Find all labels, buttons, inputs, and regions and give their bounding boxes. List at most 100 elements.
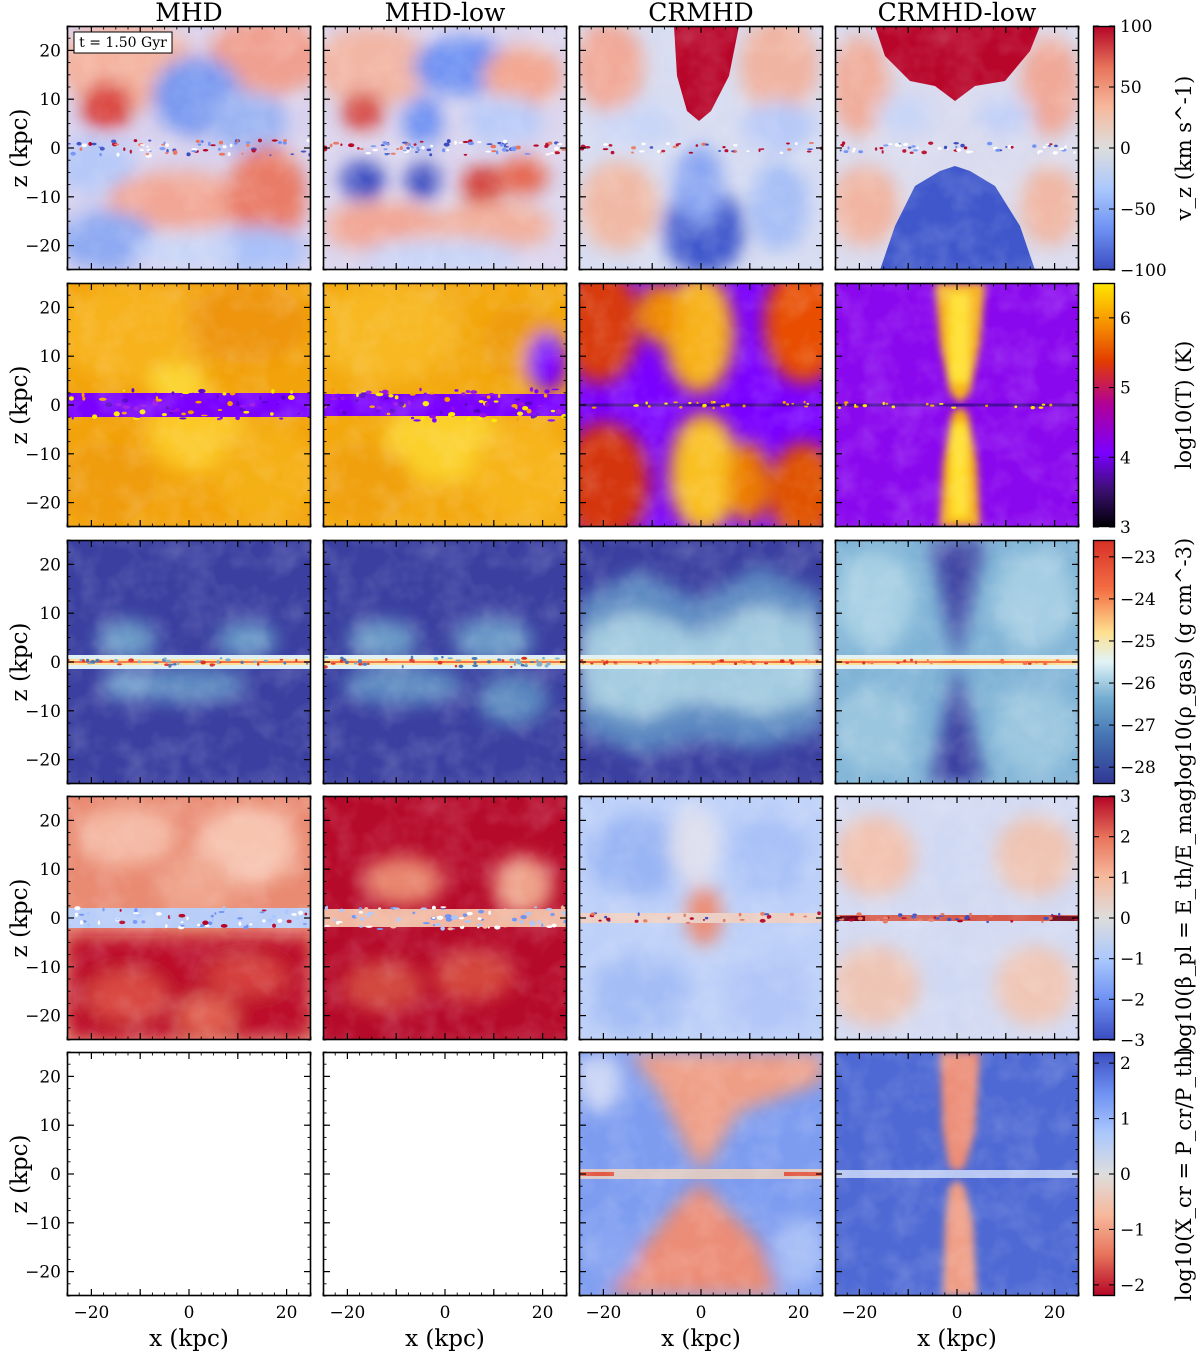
panel: −20 0 20 x (kpc): [578, 1051, 824, 1352]
colorbar-frame: [1092, 282, 1116, 528]
panel: [578, 795, 824, 1041]
y-axis-label: z (kpc): [7, 1135, 33, 1214]
y-axis-label: z (kpc): [7, 879, 33, 958]
colorbar-tick-label: −26: [1120, 674, 1156, 694]
panel-ticks: [322, 282, 568, 528]
x-axis-label: x (kpc): [149, 1326, 229, 1352]
y-tick-label: 20: [39, 1067, 61, 1087]
y-tick-label: 10: [39, 604, 61, 624]
colorbar-label: log10(ρ_gas) (g cm^-3): [1172, 538, 1196, 786]
panel-image: [67, 1052, 311, 1296]
colorbar-label: log10(X_cr = P_cr/P_th): [1172, 1047, 1196, 1301]
panel: [322, 795, 568, 1041]
colorbar-tick-label: −24: [1120, 590, 1156, 610]
panel: [834, 795, 1080, 1041]
x-tick-label: −20: [329, 1303, 365, 1323]
panel-ticks: [578, 1051, 824, 1297]
y-tick-label: −10: [25, 188, 61, 208]
panel: 20 10 0 −10 −20 z (kpc) t = 1.50 Gyr: [7, 25, 312, 271]
colorbar-tick-label: −1: [1120, 950, 1145, 970]
panel: −20 0 20 x (kpc): [322, 1051, 568, 1352]
y-tick-label: 20: [39, 811, 61, 831]
panel-ticks: [834, 282, 1080, 528]
colorbar-tick-label: −28: [1120, 758, 1156, 778]
panel-ticks: [834, 795, 1080, 1041]
panel-image: [835, 540, 1079, 784]
panel: [322, 25, 568, 271]
colorbar-tick-label: 1: [1120, 1110, 1131, 1130]
colorbar-gradient: [1093, 540, 1115, 784]
panel: 20 10 0 −10 −20 z (kpc): [7, 282, 312, 528]
colorbar: −23 −24 −25 −26 −27 −28 log10(ρ_gas) (g cm^-3): [1092, 538, 1196, 786]
colorbar-tick-label: 0: [1120, 1165, 1131, 1185]
y-tick-label: 0: [50, 396, 61, 416]
panel-image: [579, 796, 823, 1040]
colorbar-tick-label: −3: [1120, 1031, 1145, 1051]
panel-ticks: [834, 539, 1080, 785]
panel-image: [323, 540, 567, 784]
panel: [322, 539, 568, 785]
colorbar-tick-label: 3: [1120, 518, 1131, 538]
y-tick-label: −10: [25, 702, 61, 722]
colorbar-tick-label: −100: [1120, 261, 1167, 281]
colorbar: 6 5 4 3 log10(T) (K): [1092, 282, 1196, 538]
panel-image: [835, 1052, 1079, 1296]
y-tick-label: 20: [39, 298, 61, 318]
time-label: t = 1.50 Gyr: [79, 35, 167, 51]
column-title: CRMHD-low: [878, 0, 1037, 27]
colorbar-tick-label: −23: [1120, 548, 1156, 568]
panel-ticks: [834, 1051, 1080, 1297]
colorbar-tick-label: 0: [1120, 909, 1131, 929]
panel: −20 0 20 x (kpc): [834, 1051, 1080, 1352]
colorbar-tick-label: 3: [1120, 787, 1131, 807]
column-title: MHD: [155, 0, 222, 27]
x-tick-label: 0: [184, 1303, 195, 1323]
colorbar: 2 1 0 −1 −2 log10(X_cr = P_cr/P_th): [1092, 1047, 1196, 1301]
x-axis-label: x (kpc): [917, 1326, 997, 1352]
colorbar-tick-label: −50: [1120, 200, 1156, 220]
y-axis-label: z (kpc): [7, 109, 33, 188]
panel: [578, 539, 824, 785]
colorbar-tick-label: 50: [1120, 78, 1142, 98]
panel-image: [67, 796, 311, 1040]
panel-image: [835, 796, 1079, 1040]
time-box: [73, 31, 173, 54]
y-tick-label: −20: [25, 1263, 61, 1283]
colorbar-label: log10(β_pl = E_th/E_mag): [1172, 780, 1196, 1056]
y-tick-label: −10: [25, 958, 61, 978]
panel-image: [579, 540, 823, 784]
panel-ticks: [66, 539, 312, 785]
y-tick-label: 20: [39, 41, 61, 61]
y-tick-label: 10: [39, 860, 61, 880]
x-tick-label: −20: [585, 1303, 621, 1323]
colorbar-tick-label: −1: [1120, 1220, 1145, 1240]
colorbar-gradient: [1093, 796, 1115, 1040]
colorbar: 3 2 1 0 −1 −2 −3 log10(β_pl = E_th/E_mag): [1092, 780, 1196, 1056]
colorbar: 100 50 0 −50 −100 v_z (km s^-1): [1092, 17, 1196, 281]
panel-ticks: [66, 795, 312, 1041]
panel: [578, 282, 824, 528]
panel-ticks: [66, 282, 312, 528]
x-tick-label: 0: [952, 1303, 963, 1323]
colorbar-tick-label: −2: [1120, 1276, 1145, 1296]
y-axis-label: z (kpc): [7, 366, 33, 445]
panel-image: [323, 283, 567, 527]
colorbar-label: log10(T) (K): [1172, 341, 1196, 470]
x-tick-label: 20: [276, 1303, 298, 1323]
colorbar-tick-label: 0: [1120, 139, 1131, 159]
x-tick-label: −20: [73, 1303, 109, 1323]
panel: [834, 25, 1080, 271]
panel-image: [579, 26, 823, 270]
colorbar-tick-label: 2: [1120, 828, 1131, 848]
panel-ticks: [578, 795, 824, 1041]
y-tick-label: 0: [50, 909, 61, 929]
x-tick-label: −20: [841, 1303, 877, 1323]
y-tick-label: 10: [39, 1116, 61, 1136]
colorbar-tick-label: −25: [1120, 632, 1156, 652]
panel: [834, 539, 1080, 785]
y-tick-label: −20: [25, 751, 61, 771]
x-axis-label: x (kpc): [661, 1326, 741, 1352]
colorbar-tick-label: −27: [1120, 716, 1156, 736]
